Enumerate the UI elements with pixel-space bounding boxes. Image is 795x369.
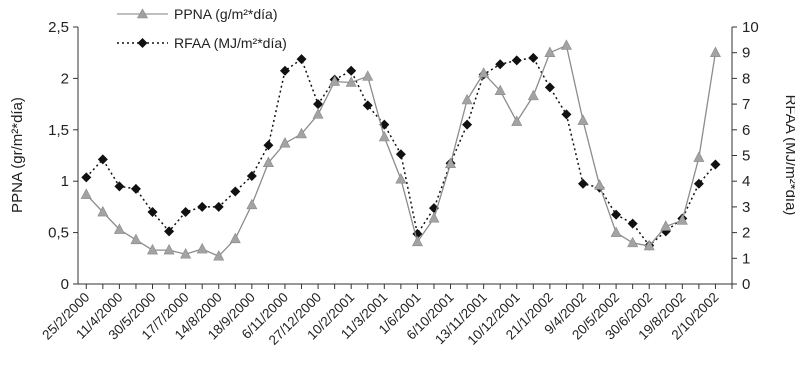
legend: PPNA (g/m²*día) RFAA (MJ/m²*día): [117, 6, 287, 51]
rfaa-point: [114, 181, 125, 192]
ppna-point: [130, 233, 142, 245]
series-ppna: [80, 39, 721, 261]
y-left-tick-label: 0: [61, 276, 69, 293]
legend-ppna-label: PPNA (g/m²*día): [174, 6, 277, 22]
rfaa-point: [213, 201, 224, 212]
rfaa-point: [627, 218, 638, 229]
rfaa-point: [693, 178, 704, 189]
ppna-point: [610, 226, 622, 237]
rfaa-point: [495, 59, 506, 70]
y-left-tick-label: 2,5: [48, 19, 69, 36]
rfaa-point: [362, 100, 373, 111]
rfaa-point: [81, 172, 92, 183]
ppna-point: [428, 212, 440, 223]
ppna-point: [660, 220, 672, 231]
y-left-ticks: 0 0,5 1 1,5 2 2,5: [48, 19, 78, 293]
rfaa-point: [561, 109, 572, 120]
rfaa-point: [164, 226, 175, 237]
rfaa-point: [346, 65, 357, 76]
series-rfaa: [81, 52, 721, 251]
ppna-point: [643, 239, 655, 251]
y-right-tick-label: 10: [742, 19, 759, 36]
y-right-tick-label: 6: [742, 122, 750, 139]
ppna-point: [445, 157, 457, 169]
ppna-point: [229, 232, 241, 244]
rfaa-point: [313, 99, 324, 110]
ppna-point: [262, 156, 274, 167]
y-right-tick-label: 2: [742, 225, 750, 242]
ppna-point: [461, 93, 473, 105]
legend-ppna-marker: [136, 8, 149, 19]
ppna-point: [180, 248, 192, 259]
rfaa-point: [296, 54, 307, 65]
ppna-point: [97, 205, 109, 217]
rfaa-point: [263, 140, 274, 151]
rfaa-point: [246, 171, 257, 182]
rfaa-point: [462, 119, 473, 130]
legend-rfaa-marker: [137, 38, 148, 48]
y-left-tick-label: 1: [61, 173, 69, 190]
y-right-tick-label: 0: [742, 276, 750, 293]
x-ticks: 25/2/200011/4/200030/5/200017/7/200014/8…: [39, 284, 733, 348]
y-right-tick-label: 8: [742, 70, 750, 87]
y-right-tick-label: 9: [742, 45, 750, 62]
y-left-tick-label: 2: [61, 70, 69, 87]
ppna-point: [676, 214, 688, 225]
rfaa-point: [528, 52, 539, 63]
ppna-point: [527, 89, 539, 101]
ppna-point: [411, 235, 423, 247]
rfaa-point: [147, 207, 158, 218]
rfaa-point: [577, 178, 588, 189]
ppna-point: [577, 114, 589, 125]
ppna-point: [395, 172, 407, 184]
y-right-tick-label: 4: [742, 173, 750, 190]
ppna-point: [113, 223, 125, 234]
ppna-point: [213, 250, 225, 261]
rfaa-point: [279, 65, 290, 76]
ppna-point: [246, 198, 258, 210]
ppna-point: [296, 127, 308, 139]
y-right-tick-label: 7: [742, 96, 750, 113]
ppna-point: [594, 179, 606, 190]
rfaa-point: [544, 82, 555, 93]
y-left-tick-label: 0,5: [48, 225, 69, 242]
y-left-axis-title: PPNA (gr/m²*día): [9, 97, 26, 213]
ppna-point: [693, 151, 705, 162]
ppna-point: [511, 115, 523, 126]
ppna-point: [544, 46, 556, 58]
ppna-point: [378, 130, 390, 142]
y-right-ticks: 0 1 2 3 4 5 6 7 8 9 10: [732, 19, 759, 293]
rfaa-point: [130, 183, 141, 194]
y-right-tick-label: 3: [742, 199, 750, 216]
y-left-tick-label: 1,5: [48, 122, 69, 139]
ppna-point: [494, 84, 506, 96]
ppna-point: [147, 243, 159, 255]
ppna-point: [345, 76, 357, 87]
rfaa-point: [710, 159, 721, 170]
rfaa-point: [197, 201, 208, 212]
ppna-point: [279, 137, 291, 148]
y-right-tick-label: 5: [742, 148, 750, 165]
rfaa-point: [230, 186, 241, 197]
ppna-point: [80, 188, 92, 199]
rfaa-point: [395, 149, 406, 160]
ppna-point: [627, 236, 639, 248]
ppna-point: [709, 46, 721, 58]
ppna-point: [560, 39, 572, 50]
ppna-point: [329, 75, 341, 86]
y-right-tick-label: 1: [742, 250, 750, 267]
ppna-point: [196, 242, 208, 254]
ppna-point: [312, 108, 324, 119]
rfaa-point: [180, 207, 191, 218]
ppna-point: [163, 243, 175, 255]
rfaa-point: [611, 209, 622, 220]
rfaa-point: [97, 154, 108, 165]
rfaa-point: [511, 55, 522, 66]
legend-rfaa-label: RFAA (MJ/m²*día): [174, 35, 287, 51]
y-right-axis-title: RFAA (MJ/m²*día): [782, 95, 795, 216]
ppna-point: [478, 67, 490, 78]
ppna-point: [362, 70, 374, 81]
